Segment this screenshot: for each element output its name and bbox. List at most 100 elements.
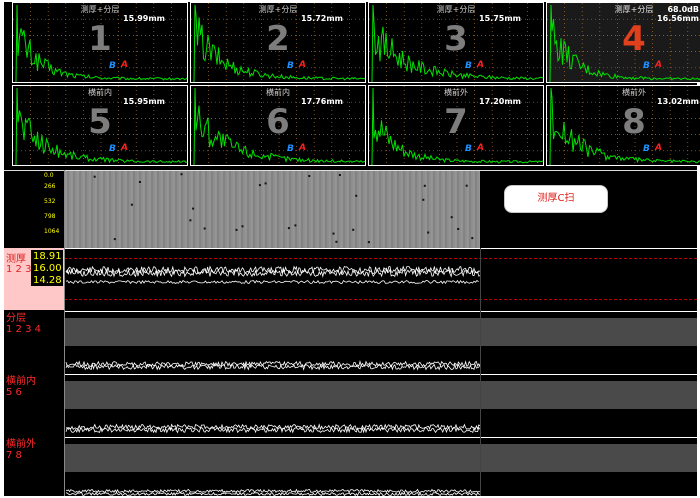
front-outer-strip-chart[interactable]	[64, 437, 697, 497]
strip-trace	[65, 268, 481, 278]
c-scan-defect	[427, 231, 430, 234]
channel-panel-3[interactable]: 测厚+分层 15.75mm 3 B A	[368, 2, 544, 83]
gate-b-marker-8: B	[643, 144, 650, 154]
a-scan-trace-4	[549, 4, 700, 82]
channel-panel-1[interactable]: 测厚+分层 15.99mm 1 B A	[12, 2, 188, 83]
a-scan-trace-7	[371, 87, 543, 165]
channel-number-7: 7	[444, 102, 468, 142]
front-inner-label: 横前内	[6, 376, 36, 387]
thickness-strip-chart[interactable]	[64, 248, 697, 311]
c-scan-defect	[113, 238, 116, 241]
gate-b-marker-1: B	[109, 61, 116, 71]
c-scan-defect	[332, 232, 335, 235]
channel-header-7: 横前外	[444, 88, 468, 97]
front-inner-row-header: 横前内 5 6	[6, 376, 66, 398]
channel-thickness-7: 17.20mm	[479, 97, 521, 106]
thickness-min-value: 14.28	[33, 275, 62, 286]
scale-tick-0: 0.0	[44, 172, 54, 179]
c-scan-defect	[471, 237, 474, 240]
c-scan-defect	[367, 241, 370, 244]
strip-trace	[65, 265, 481, 275]
gate-a-marker-3: A	[477, 60, 484, 70]
c-scan-defect	[338, 174, 341, 176]
c-scan-defect	[258, 184, 261, 187]
channel-number-8: 8	[622, 102, 646, 142]
scale-tick-4: 1064	[44, 228, 60, 235]
c-scan-defect	[93, 175, 96, 178]
c-scan-defect	[450, 216, 453, 219]
channel-header-5: 横前内	[88, 88, 112, 97]
gate-a-marker-5: A	[121, 143, 128, 153]
channel-thickness-1: 15.99mm	[123, 14, 165, 23]
thickness-label: 测厚	[6, 254, 26, 265]
c-scan-defect	[422, 198, 425, 201]
layer-row-header: 分层 1 2 3 4	[6, 313, 66, 335]
c-scan-defect	[294, 224, 297, 227]
scale-tick-3: 798	[44, 213, 56, 220]
strip-trace	[65, 362, 481, 371]
channel-thickness-6: 17.76mm	[301, 97, 343, 106]
c-scan-defect	[203, 227, 206, 230]
gate-a-marker-4: A	[655, 60, 662, 70]
strip-trace	[65, 426, 481, 434]
gate-b-marker-5: B	[109, 144, 116, 154]
strip-trace	[65, 491, 481, 497]
c-scan-defect	[235, 228, 238, 231]
front-outer-channels: 7 8	[6, 450, 22, 461]
channel-thickness-8: 13.02mm	[657, 97, 699, 106]
channel-panel-8[interactable]: 横前外 13.02mm 8 B A	[546, 85, 700, 166]
channel-panel-7[interactable]: 横前外 17.20mm 7 B A	[368, 85, 544, 166]
channel-panel-6[interactable]: 横前内 17.76mm 6 B A	[190, 85, 366, 166]
a-scan-trace-2	[193, 4, 365, 82]
thickness-nominal-value: 16.00	[33, 263, 62, 274]
c-scan-defect	[352, 228, 355, 231]
channel-thickness-3: 15.75mm	[479, 14, 521, 23]
layer-strip-chart[interactable]	[64, 311, 697, 374]
c-scan-image[interactable]	[64, 171, 480, 249]
c-scan-defect	[457, 228, 460, 230]
strip-trace	[65, 423, 481, 431]
channel-header-1: 测厚+分层	[80, 5, 120, 14]
layer-channels: 1 2 3 4	[6, 324, 41, 335]
gate-b-marker-3: B	[465, 61, 472, 71]
c-scan-defect	[138, 181, 141, 183]
channel-panel-5[interactable]: 横前内 15.95mm 5 B A	[12, 85, 188, 166]
front-inner-channels: 5 6	[6, 387, 22, 398]
gate-a-marker-1: A	[121, 60, 128, 70]
a-scan-trace-5	[15, 87, 187, 165]
front-outer-label: 横前外	[6, 439, 36, 450]
c-scan-defect	[465, 184, 468, 187]
channel-panel-4[interactable]: 测厚+分层 68.0dB 16.56mm 4 B A	[546, 2, 700, 83]
channel-number-2: 2	[266, 19, 290, 59]
c-scan-defect	[130, 203, 133, 206]
gate-a-marker-6: A	[299, 143, 306, 153]
gate-b-marker-6: B	[287, 144, 294, 154]
gate-a-marker-2: A	[299, 60, 306, 70]
gate-b-marker-7: B	[465, 144, 472, 154]
gate-a-marker-8: A	[655, 143, 662, 153]
thickness-max-value: 18.91	[33, 251, 62, 262]
a-scan-trace-1	[15, 4, 187, 82]
scale-tick-2: 532	[44, 198, 56, 205]
channel-header-4: 测厚+分层	[614, 5, 654, 14]
gate-a-marker-7: A	[477, 143, 484, 153]
thickness-channels: 1 2 3	[6, 264, 32, 275]
strip-trace	[65, 360, 481, 368]
channel-header-6: 横前内	[266, 88, 290, 97]
c-scan-defect	[189, 219, 192, 222]
c-scan-defect	[355, 194, 358, 197]
c-scan-defect	[264, 182, 267, 185]
a-scan-trace-8	[549, 87, 700, 165]
channel-gain-4: 68.0dB	[667, 5, 699, 14]
c-scan-defect	[423, 184, 426, 187]
channel-header-3: 测厚+分层	[436, 5, 476, 14]
channel-number-5: 5	[88, 102, 112, 142]
channel-number-4: 4	[622, 19, 646, 59]
c-scan-defect	[192, 207, 195, 210]
channel-number-1: 1	[88, 19, 112, 59]
channel-thickness-5: 15.95mm	[123, 97, 165, 106]
front-inner-strip-chart[interactable]	[64, 374, 697, 437]
c-scan-defect	[308, 175, 311, 177]
strip-trace	[65, 279, 479, 285]
channel-panel-2[interactable]: 测厚+分层 15.72mm 2 B A	[190, 2, 366, 83]
